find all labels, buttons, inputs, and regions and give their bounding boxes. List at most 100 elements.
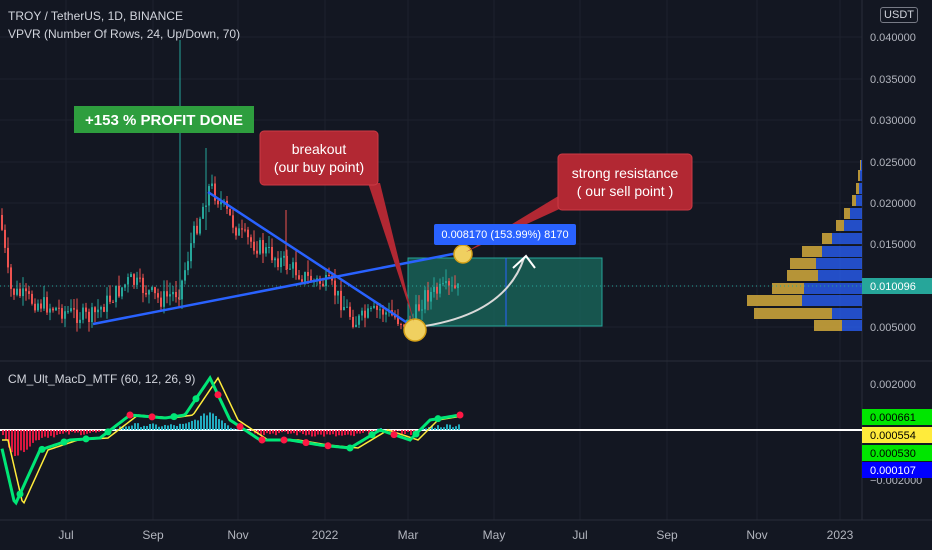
macd-histogram-bar <box>113 428 115 430</box>
macd-histogram-bar <box>8 430 10 448</box>
candle <box>19 282 21 298</box>
candle <box>34 298 36 313</box>
macd-histogram-bar <box>377 428 379 430</box>
candle <box>91 302 93 328</box>
vpvr-legend[interactable]: VPVR (Number Of Rows, 24, Up/Down, 70) <box>8 27 241 41</box>
macd-histogram-bar <box>56 430 58 435</box>
macd-histogram-bar <box>80 430 82 436</box>
breakout-callout[interactable] <box>259 130 379 186</box>
candle <box>58 299 60 315</box>
macd-cross-dot <box>324 442 332 450</box>
sell-point-marker[interactable] <box>453 244 473 264</box>
macd-cross-dot <box>236 423 244 431</box>
macd-histogram-bar <box>368 430 370 435</box>
candle <box>49 303 51 321</box>
macd-histogram-bar <box>446 424 448 430</box>
macd-histogram-bar <box>152 423 154 430</box>
macd-histogram-bar <box>53 430 55 438</box>
candle <box>211 174 213 190</box>
macd-histogram-bar <box>164 424 166 430</box>
projection-arrow[interactable] <box>417 257 525 328</box>
macd-histogram-bar <box>374 430 376 431</box>
volume-profile-row <box>836 220 862 231</box>
macd-histogram-bar <box>59 430 61 434</box>
macd-histogram-bar <box>32 430 34 443</box>
breakout-callout-line1: breakout <box>292 141 347 157</box>
volume-profile[interactable] <box>747 160 862 331</box>
candle <box>46 291 48 315</box>
macd-badge <box>862 427 932 443</box>
candle <box>178 289 180 308</box>
macd-histogram-bar <box>173 425 175 430</box>
candle <box>130 272 132 278</box>
macd-histogram-bar <box>455 426 457 430</box>
candle <box>433 277 435 298</box>
macd-histogram-bar <box>122 427 124 430</box>
candle <box>70 299 72 313</box>
macd-histogram-bar <box>260 430 262 435</box>
candle <box>106 287 108 319</box>
macd-histogram-bar <box>353 430 355 437</box>
candle <box>100 305 102 318</box>
macd-cross-dot <box>126 411 134 419</box>
macd-histogram-bar <box>437 425 439 430</box>
macd-cross-dot <box>280 436 288 444</box>
macd-histogram-bar <box>404 430 406 434</box>
macd-histogram-bar <box>86 430 88 434</box>
candle <box>139 268 141 283</box>
currency-button[interactable]: USDT <box>880 7 918 23</box>
candle <box>79 312 81 329</box>
projection-arrow-head <box>512 254 536 269</box>
candle <box>7 237 9 274</box>
macd-axis[interactable]: 0.002000 −0.002000 0.000661 0.000554 0.0… <box>862 379 932 487</box>
candle <box>121 286 123 300</box>
macd-histogram-bar <box>311 430 313 437</box>
candle <box>214 176 216 205</box>
candle <box>385 309 387 323</box>
time-axis[interactable]: Jul Sep Nov 2022 Mar May Jul Sep Nov 202… <box>58 528 853 542</box>
macd-cross-dot <box>390 431 398 439</box>
support-trendline[interactable] <box>92 250 464 326</box>
macd-indicator[interactable] <box>0 374 464 506</box>
symbol-legend[interactable]: TROY / TetherUS, 1D, BINANCE <box>8 9 183 23</box>
measure-label[interactable] <box>434 224 576 245</box>
profit-label[interactable] <box>74 106 254 133</box>
macd-legend[interactable]: CM_Ult_MacD_MTF (60, 12, 26, 9) <box>8 372 196 386</box>
candle <box>73 298 75 319</box>
macd-histogram-bar <box>23 430 25 453</box>
macd-cross-dot <box>16 490 24 498</box>
candle <box>370 306 372 312</box>
time-label: 2023 <box>827 528 854 542</box>
candlestick-series[interactable] <box>1 40 459 335</box>
time-label: May <box>483 528 506 542</box>
macd-histogram-bar <box>41 430 43 438</box>
macd-histogram-bar <box>194 419 196 430</box>
candle <box>43 285 45 311</box>
macd-histogram-bar <box>98 430 100 432</box>
candle <box>349 302 351 320</box>
macd-histogram-bar <box>230 427 232 430</box>
candle <box>148 289 150 304</box>
breakout-callout-pointer <box>368 183 414 322</box>
macd-cross-dot <box>258 436 266 444</box>
candle <box>367 304 369 319</box>
candle <box>361 307 363 321</box>
macd-line <box>0 374 461 506</box>
buy-point-marker[interactable] <box>403 318 427 342</box>
candle <box>340 280 342 318</box>
time-label: Nov <box>746 528 767 542</box>
resistance-trendline[interactable] <box>207 190 413 328</box>
candle <box>115 285 117 308</box>
macd-histogram-bar <box>299 430 301 433</box>
candle <box>343 296 345 311</box>
resistance-callout[interactable] <box>557 153 693 211</box>
macd-cross-dot <box>148 413 156 421</box>
macd-histogram-bar <box>236 429 238 430</box>
price-axis[interactable]: 0.040000 0.035000 0.030000 0.025000 0.02… <box>862 32 932 334</box>
time-label: Sep <box>656 528 678 542</box>
candle <box>325 269 327 291</box>
candle <box>85 302 87 319</box>
candle <box>355 316 357 328</box>
candle <box>13 287 15 300</box>
